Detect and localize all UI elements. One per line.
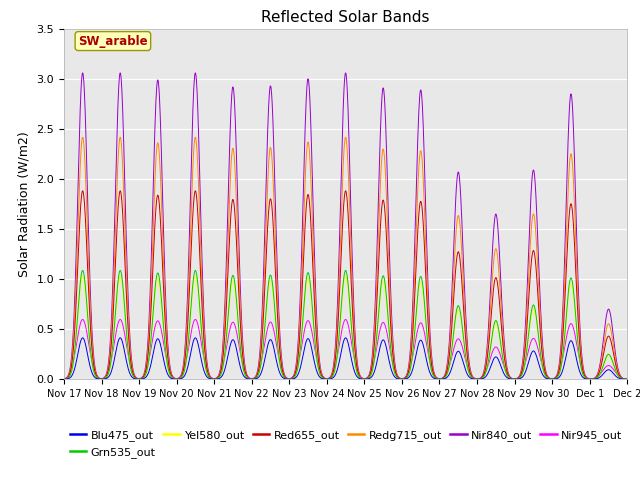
Yel580_out xyxy=(509,376,517,382)
Nir945_out xyxy=(362,375,370,381)
Red655_out xyxy=(623,376,631,382)
Nir840_out xyxy=(362,376,370,382)
Legend: Blu475_out, Grn535_out, Yel580_out, Red655_out, Redg715_out, Nir840_out, Nir945_: Blu475_out, Grn535_out, Yel580_out, Red6… xyxy=(70,430,622,457)
Red655_out xyxy=(362,376,370,382)
Redg715_out xyxy=(218,363,225,369)
Nir945_out xyxy=(623,376,631,382)
Line: Nir945_out: Nir945_out xyxy=(64,320,627,379)
Text: SW_arable: SW_arable xyxy=(78,35,148,48)
Yel580_out xyxy=(589,376,597,382)
Yel580_out xyxy=(574,339,582,345)
Redg715_out xyxy=(374,236,382,242)
Blu475_out xyxy=(509,376,517,382)
Nir945_out xyxy=(79,317,86,323)
Redg715_out xyxy=(60,376,68,382)
Redg715_out xyxy=(589,376,597,382)
Nir840_out xyxy=(374,199,382,204)
Blu475_out xyxy=(586,376,594,382)
Grn535_out xyxy=(574,337,582,343)
Grn535_out xyxy=(589,376,597,382)
Blu475_out xyxy=(60,376,68,382)
Grn535_out xyxy=(79,268,86,274)
Nir945_out xyxy=(574,347,582,352)
Line: Yel580_out: Yel580_out xyxy=(64,276,627,379)
Blu475_out xyxy=(589,376,597,382)
Line: Grn535_out: Grn535_out xyxy=(64,271,627,379)
Blu475_out xyxy=(218,374,225,380)
Yel580_out xyxy=(60,376,68,382)
Red655_out xyxy=(509,376,517,382)
Line: Redg715_out: Redg715_out xyxy=(64,137,627,379)
Red655_out xyxy=(218,366,225,372)
Yel580_out xyxy=(362,376,370,382)
Blu475_out xyxy=(79,335,86,341)
Blu475_out xyxy=(362,376,370,382)
Grn535_out xyxy=(509,376,517,382)
Red655_out xyxy=(60,376,68,382)
Yel580_out xyxy=(218,371,225,376)
Nir840_out xyxy=(218,360,225,365)
Line: Red655_out: Red655_out xyxy=(64,191,627,379)
Nir945_out xyxy=(218,368,225,373)
Red655_out xyxy=(79,188,86,194)
Y-axis label: Solar Radiation (W/m2): Solar Radiation (W/m2) xyxy=(18,131,31,277)
Redg715_out xyxy=(586,376,594,382)
Nir945_out xyxy=(586,376,594,382)
Redg715_out xyxy=(362,376,370,382)
Nir840_out xyxy=(623,376,631,382)
Red655_out xyxy=(574,308,582,313)
Yel580_out xyxy=(586,376,594,382)
Grn535_out xyxy=(60,376,68,382)
Title: Reflected Solar Bands: Reflected Solar Bands xyxy=(261,10,430,25)
Nir840_out xyxy=(509,376,517,382)
Yel580_out xyxy=(623,376,631,382)
Redg715_out xyxy=(509,376,517,382)
Redg715_out xyxy=(574,288,582,294)
Line: Nir840_out: Nir840_out xyxy=(64,73,627,379)
Line: Blu475_out: Blu475_out xyxy=(64,338,627,379)
Blu475_out xyxy=(623,376,631,382)
Nir840_out xyxy=(574,265,582,271)
Red655_out xyxy=(589,376,597,382)
Grn535_out xyxy=(623,376,631,382)
Nir945_out xyxy=(60,376,68,382)
Redg715_out xyxy=(623,376,631,382)
Blu475_out xyxy=(374,352,382,358)
Redg715_out xyxy=(79,134,86,140)
Nir945_out xyxy=(509,376,517,382)
Yel580_out xyxy=(374,317,382,323)
Blu475_out xyxy=(574,361,582,367)
Nir945_out xyxy=(589,376,597,382)
Red655_out xyxy=(374,267,382,273)
Nir945_out xyxy=(374,336,382,341)
Red655_out xyxy=(586,376,594,382)
Nir840_out xyxy=(79,70,86,76)
Grn535_out xyxy=(362,376,370,382)
Nir840_out xyxy=(586,376,594,382)
Grn535_out xyxy=(586,376,594,382)
Grn535_out xyxy=(374,313,382,319)
Grn535_out xyxy=(218,371,225,376)
Yel580_out xyxy=(79,274,86,279)
Nir840_out xyxy=(60,376,68,382)
Nir840_out xyxy=(589,376,597,382)
